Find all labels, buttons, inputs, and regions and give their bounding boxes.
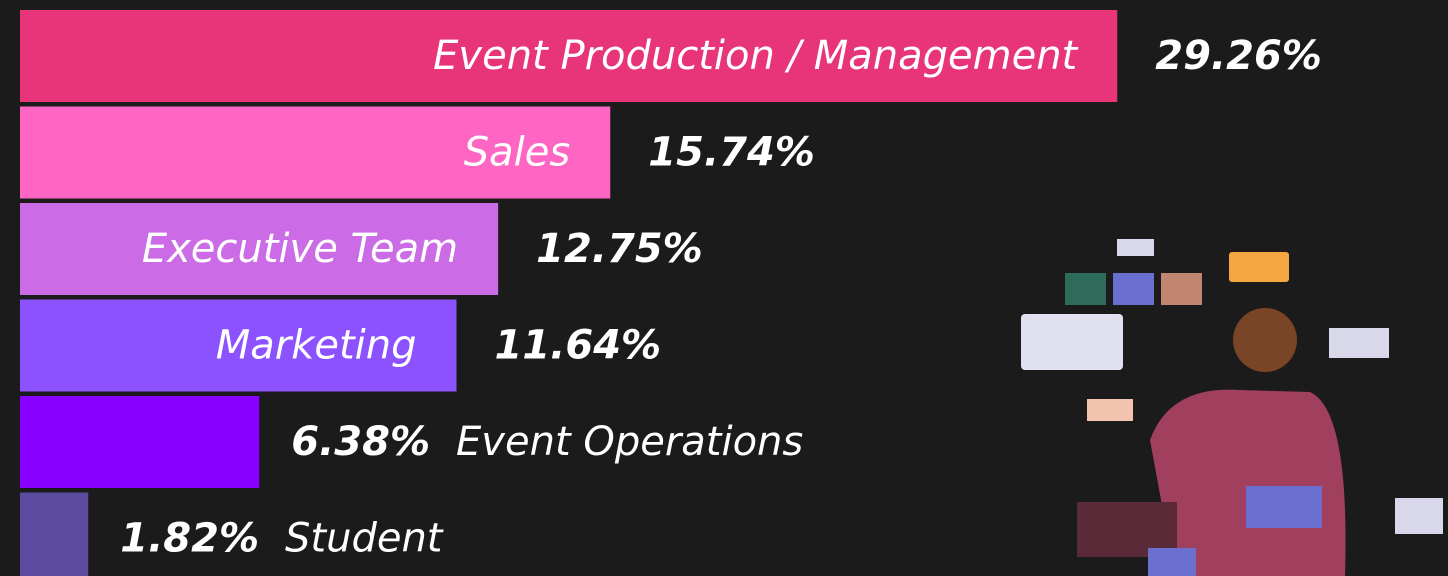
value-label: 12.75%: [536, 226, 703, 272]
icon: [1087, 399, 1133, 421]
icon: [1229, 252, 1289, 282]
category-label: Executive Team: [142, 226, 458, 272]
bar: [20, 396, 260, 488]
value-label: 6.38%: [291, 419, 430, 465]
icon: [1113, 273, 1154, 305]
icon: [1329, 328, 1389, 358]
value-label: 1.82%: [120, 516, 259, 562]
icon: [1148, 548, 1196, 576]
value-label: 29.26%: [1155, 33, 1322, 79]
category-label: Event Production / Management: [433, 33, 1078, 79]
category-label: Marketing: [216, 323, 417, 369]
illustration: [1021, 239, 1443, 576]
person: [1233, 308, 1297, 372]
bar: [20, 492, 89, 576]
icon: [1161, 273, 1202, 305]
value-label: 11.64%: [495, 323, 662, 369]
value-label: 15.74%: [648, 130, 815, 176]
icon: [1246, 486, 1322, 528]
bar: [20, 106, 611, 199]
bar: [20, 10, 1118, 102]
bar: [20, 299, 457, 392]
icon: [1077, 502, 1177, 557]
icon: [1021, 314, 1123, 370]
bar: [20, 203, 499, 295]
icon: [1065, 273, 1106, 305]
category-label: Sales: [464, 130, 570, 176]
person: [1150, 389, 1346, 576]
category-label: Student: [285, 516, 444, 562]
icon: [1117, 239, 1154, 256]
icon: [1395, 498, 1443, 534]
category-label: Event Operations: [456, 419, 803, 465]
